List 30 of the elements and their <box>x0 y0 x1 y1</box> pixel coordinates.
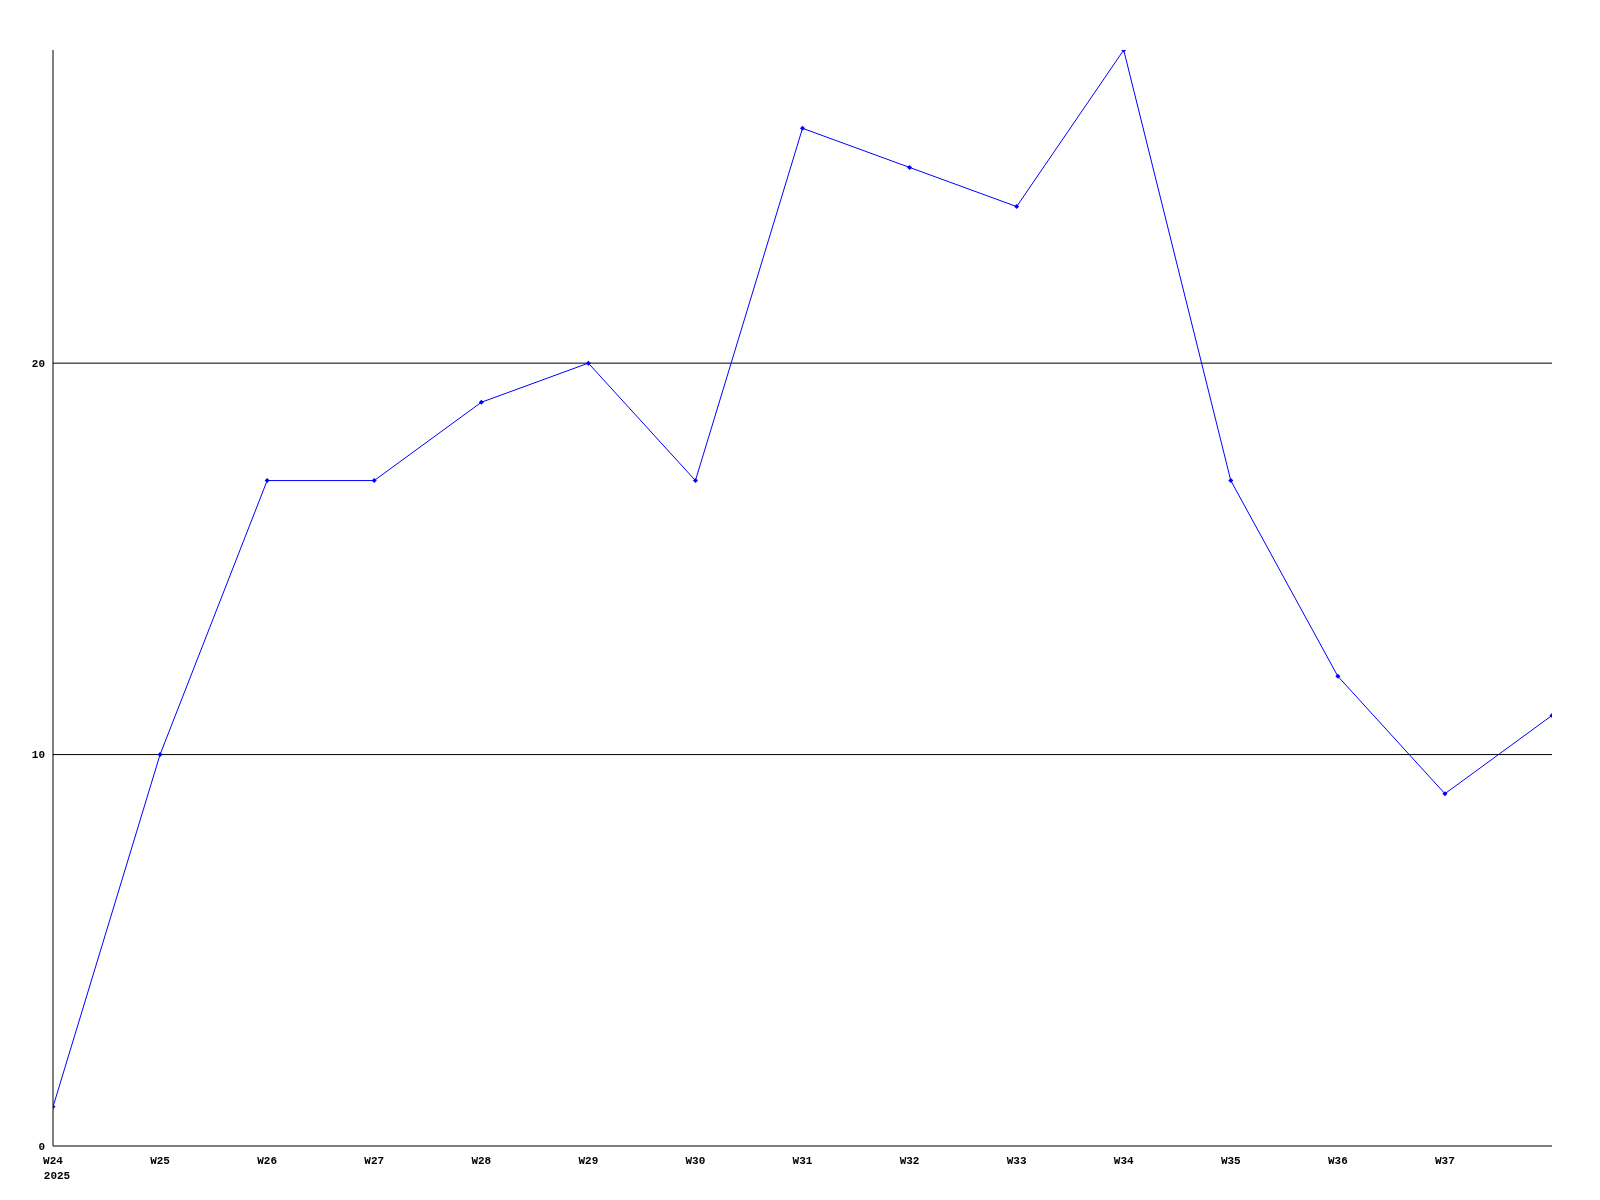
x-tick-label: W35 <box>1220 1155 1242 1167</box>
point <box>692 478 698 484</box>
point <box>264 478 270 484</box>
x-tick-label: W32 <box>899 1155 920 1167</box>
point <box>1335 673 1341 679</box>
x-tick-label: W25 <box>150 1155 171 1167</box>
x-tick-label: W34 <box>1113 1155 1135 1167</box>
point <box>1442 791 1448 797</box>
x-tick-label: W33 <box>1006 1155 1027 1167</box>
point <box>1228 478 1234 484</box>
point <box>585 360 591 366</box>
point <box>157 752 163 758</box>
x-tick-label: W28 <box>471 1155 492 1167</box>
point <box>478 399 484 405</box>
y-tick-label: 10 <box>31 749 45 762</box>
point <box>907 164 913 170</box>
x-tick-label: W24 <box>43 1155 64 1167</box>
point <box>1014 204 1020 210</box>
point <box>800 125 805 131</box>
x-tick-label: W37 <box>1435 1155 1455 1167</box>
x-tick-label: W36 <box>1327 1155 1348 1167</box>
y-tick-label: 20 <box>31 358 45 371</box>
x-tick-label: W27 <box>364 1155 385 1167</box>
point <box>371 478 377 484</box>
text: 2025 <box>43 1170 71 1182</box>
x-tick-label: W29 <box>578 1155 599 1167</box>
x-tick-label: W31 <box>792 1155 813 1167</box>
x-tick-label: W26 <box>257 1155 278 1167</box>
x-tick-label: W30 <box>685 1155 706 1167</box>
y-tick-label: 0 <box>38 1140 45 1153</box>
